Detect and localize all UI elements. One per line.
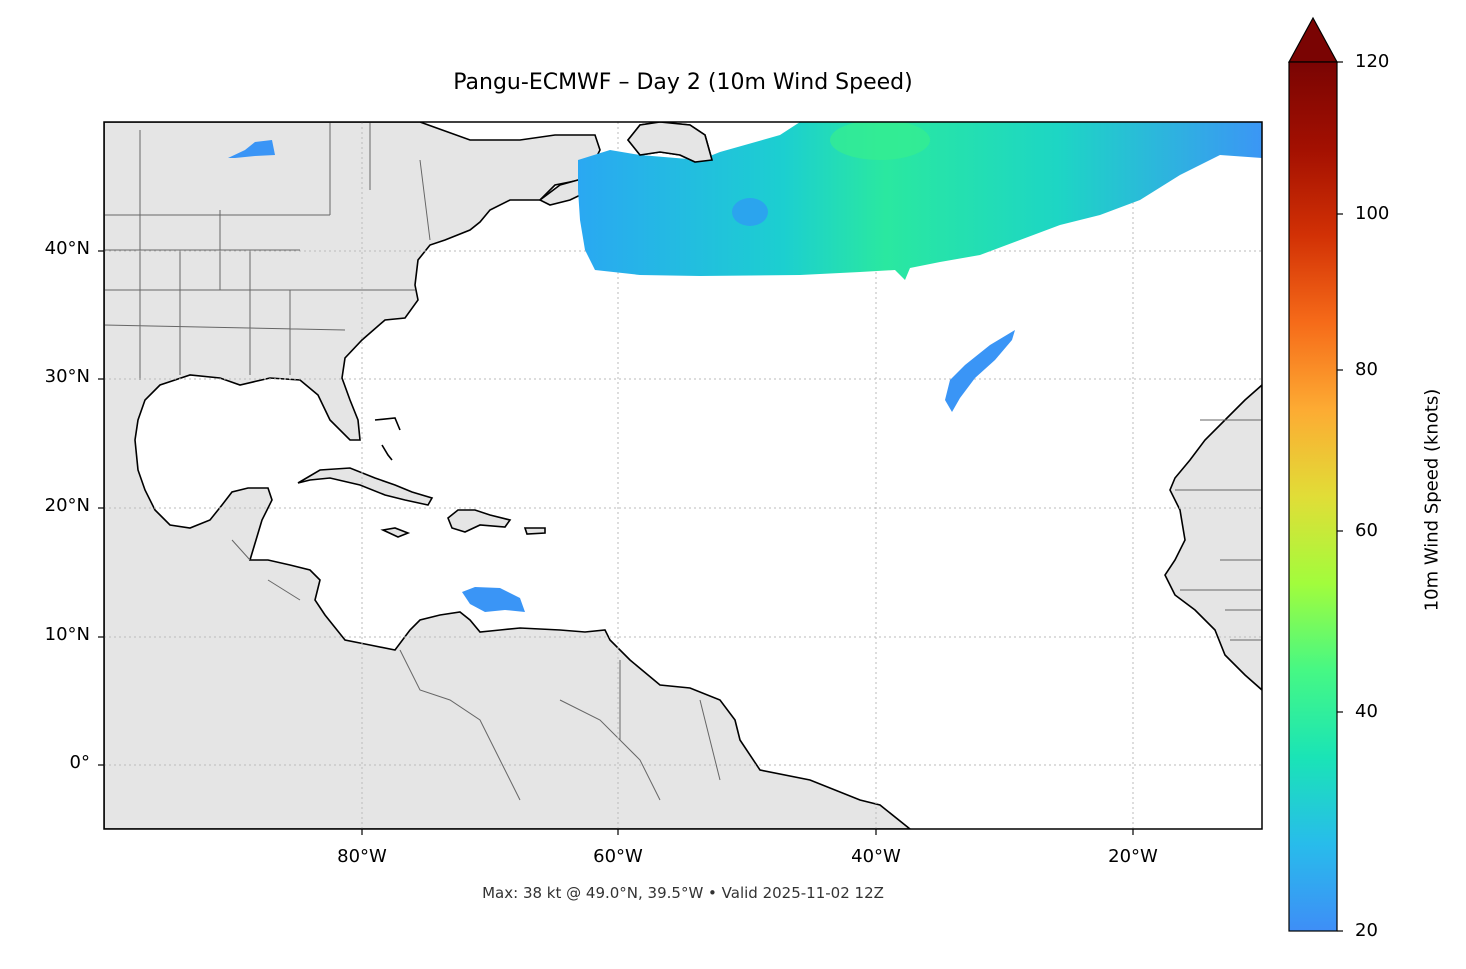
wind-lake-superior bbox=[228, 140, 275, 158]
colorbar-tick-label: 60 bbox=[1355, 520, 1378, 541]
jamaica bbox=[380, 527, 411, 538]
lon-tick-label: 80°W bbox=[337, 846, 387, 867]
colorbar-tick-label: 20 bbox=[1355, 920, 1378, 941]
lat-tick-label: 10°N bbox=[44, 624, 90, 645]
lat-tick-label: 20°N bbox=[44, 495, 90, 516]
map-frame bbox=[103, 121, 1263, 830]
colorbar-tick-label: 80 bbox=[1355, 359, 1378, 380]
colorbar-tick-label: 100 bbox=[1355, 203, 1390, 224]
max-wind-caption: Max: 38 kt @ 49.0°N, 39.5°W • Valid 2025… bbox=[482, 884, 884, 902]
lat-tick-label: 40°N bbox=[44, 238, 90, 259]
map-title: Pangu-ECMWF – Day 2 (10m Wind Speed) bbox=[453, 70, 913, 95]
colorbar-tick-label: 120 bbox=[1355, 51, 1390, 72]
colorbar bbox=[1287, 16, 1343, 932]
colorbar-extend-arrow bbox=[1287, 16, 1339, 63]
wind-max-center bbox=[830, 122, 930, 160]
lon-tick-label: 60°W bbox=[593, 846, 643, 867]
colorbar-label: 10m Wind Speed (knots) bbox=[1421, 388, 1443, 612]
political-borders bbox=[104, 122, 1262, 801]
lon-tick-label: 40°W bbox=[851, 846, 901, 867]
newfoundland-coast bbox=[626, 122, 714, 163]
lat-tick-label: 30°N bbox=[44, 366, 90, 387]
bahamas bbox=[374, 417, 401, 461]
lon-tick-label: 20°W bbox=[1108, 846, 1158, 867]
gridlines bbox=[104, 122, 1262, 829]
hispaniola bbox=[447, 509, 512, 533]
colorbar-tick-label: 40 bbox=[1355, 701, 1378, 722]
north-america-land bbox=[104, 122, 912, 829]
cuba bbox=[297, 467, 434, 506]
africa-land bbox=[1164, 383, 1262, 692]
colorbar-gradient bbox=[1288, 61, 1338, 932]
wind-central-filament bbox=[945, 330, 1015, 412]
lat-tick-label: 0° bbox=[69, 752, 90, 773]
puerto-rico bbox=[523, 527, 546, 535]
axis-ticks bbox=[98, 250, 1134, 835]
wind-north-atlantic-band bbox=[578, 122, 1262, 280]
wind-low-center bbox=[732, 198, 768, 226]
wind-caribbean-patch bbox=[462, 587, 525, 612]
